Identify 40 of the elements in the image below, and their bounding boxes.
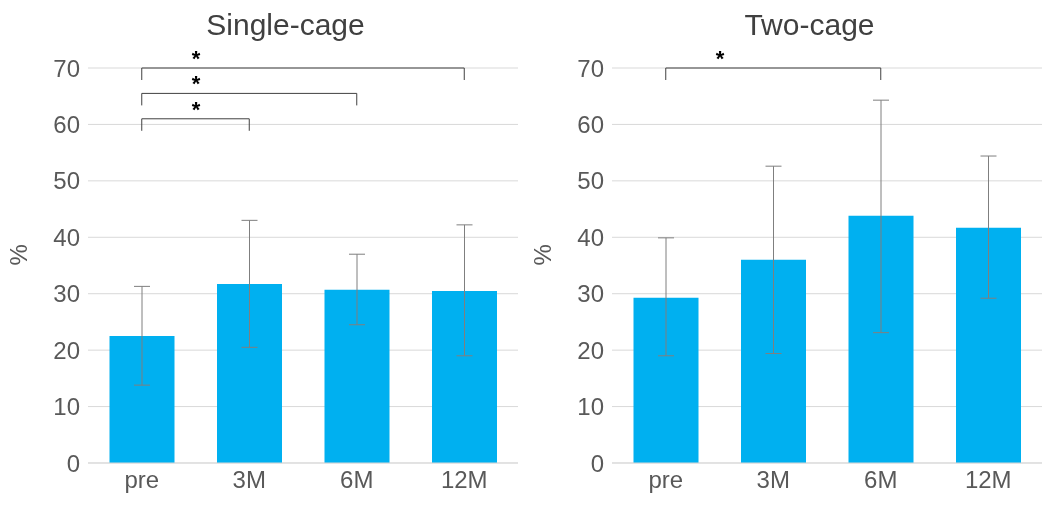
bar bbox=[741, 259, 806, 463]
y-tick-label: 50 bbox=[53, 167, 80, 195]
y-tick-label: 30 bbox=[577, 280, 604, 308]
bar bbox=[109, 336, 175, 463]
bar bbox=[432, 290, 497, 463]
x-tick-label: 12M bbox=[964, 466, 1012, 494]
y-tick-label: 0 bbox=[66, 449, 80, 477]
y-tick-label: 20 bbox=[53, 336, 80, 364]
chart-title: Two-cage bbox=[744, 8, 875, 41]
x-tick-label: 12M bbox=[440, 466, 488, 494]
y-tick-label: 60 bbox=[53, 110, 80, 138]
bar bbox=[217, 284, 282, 463]
annotation: * bbox=[191, 71, 201, 97]
x-tick-label: 6M bbox=[340, 466, 374, 494]
bar bbox=[324, 289, 390, 463]
x-tick-label: 3M bbox=[232, 466, 266, 494]
bar bbox=[848, 215, 914, 463]
annotation: * bbox=[191, 46, 201, 71]
y-tick-label: 30 bbox=[53, 280, 80, 308]
x-tick-label: 6M bbox=[864, 466, 898, 494]
x-tick-label: pre bbox=[648, 466, 684, 494]
annotation: * bbox=[191, 96, 201, 122]
y-tick-label: 70 bbox=[577, 54, 604, 82]
x-tick-label: pre bbox=[124, 466, 160, 494]
y-tick-label: 40 bbox=[577, 223, 604, 251]
y-tick-label: 20 bbox=[577, 336, 604, 364]
x-tick-label: 3M bbox=[756, 466, 790, 494]
y-axis-title: % bbox=[528, 244, 556, 266]
bar bbox=[956, 227, 1021, 463]
y-tick-label: 70 bbox=[53, 54, 80, 82]
y-tick-label: 10 bbox=[577, 393, 604, 421]
y-tick-label: 10 bbox=[53, 393, 80, 421]
y-tick-label: 0 bbox=[590, 449, 604, 477]
y-axis-title: % bbox=[4, 244, 32, 266]
y-tick-label: 60 bbox=[577, 110, 604, 138]
annotation: * bbox=[715, 46, 725, 71]
bar bbox=[633, 297, 699, 463]
chart-title: Single-cage bbox=[206, 8, 365, 41]
y-tick-label: 50 bbox=[577, 167, 604, 195]
y-tick-label: 40 bbox=[53, 223, 80, 251]
